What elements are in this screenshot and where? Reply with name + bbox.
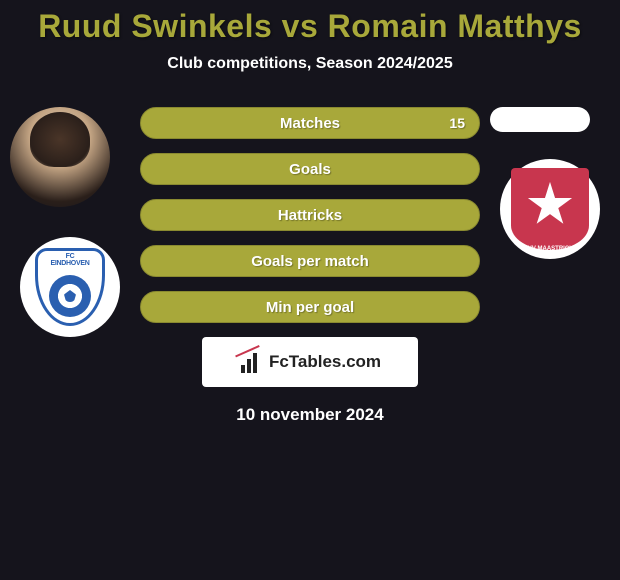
club-left-text-bottom: EINDHOVEN [51, 260, 90, 267]
player-right-avatar [490, 107, 590, 132]
stat-bar-min-per-goal: Min per goal [140, 291, 480, 323]
chart-icon [239, 351, 265, 373]
club-right-text-top: MVV [523, 246, 536, 252]
club-left-shield: FC EINDHOVEN [35, 248, 105, 326]
page-subtitle: Club competitions, Season 2024/2025 [0, 55, 620, 73]
stat-label: Matches [280, 115, 340, 132]
comparison-content: FC EINDHOVEN MVV MAASTRICHT Matches 15 G… [0, 107, 620, 425]
stat-bar-matches: Matches 15 [140, 107, 480, 139]
header: Ruud Swinkels vs Romain Matthys Club com… [0, 0, 620, 73]
player-left-avatar [10, 107, 110, 207]
stat-bars: Matches 15 Goals Hattricks Goals per mat… [140, 107, 480, 323]
stat-bar-goals-per-match: Goals per match [140, 245, 480, 277]
stat-label: Hattricks [278, 207, 342, 224]
stat-label: Goals per match [251, 253, 369, 270]
club-left-text-top: FC [66, 253, 75, 260]
club-right-text-bottom: MAASTRICHT [538, 246, 578, 252]
stat-label: Min per goal [266, 299, 354, 316]
stat-bar-goals: Goals [140, 153, 480, 185]
club-right-badge: MVV MAASTRICHT [500, 159, 600, 259]
stat-bar-hattricks: Hattricks [140, 199, 480, 231]
stat-value-right: 15 [449, 115, 465, 131]
footer-date: 10 november 2024 [0, 405, 620, 425]
page-title: Ruud Swinkels vs Romain Matthys [0, 8, 620, 45]
brand-box: FcTables.com [202, 337, 418, 387]
stat-label: Goals [289, 161, 331, 178]
brand-text: FcTables.com [269, 352, 381, 372]
club-left-badge: FC EINDHOVEN [20, 237, 120, 337]
soccer-ball-icon [49, 275, 91, 317]
star-icon [527, 182, 573, 228]
club-right-shield: MVV MAASTRICHT [511, 168, 589, 250]
